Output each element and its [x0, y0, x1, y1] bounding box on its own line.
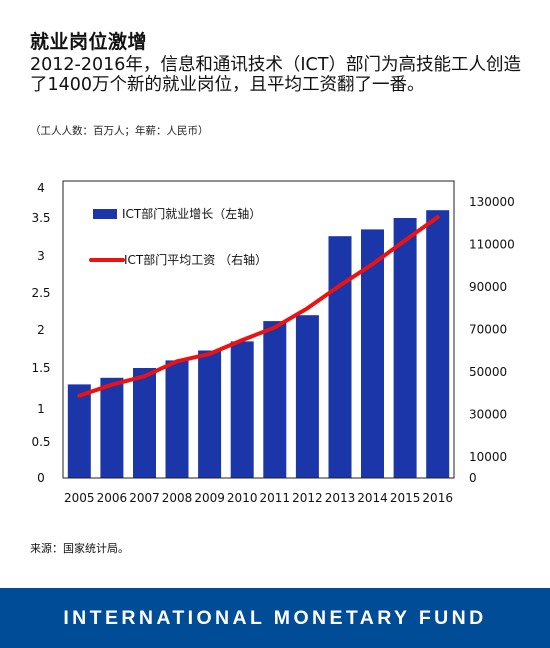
left-tick-label: 0.5 — [31, 435, 50, 449]
line-series — [77, 215, 440, 398]
x-tick-label: 2011 — [260, 491, 291, 505]
x-tick-label: 2005 — [64, 491, 95, 505]
source-note: 来源：国家统计局。 — [30, 542, 129, 555]
x-tick-label: 2009 — [194, 491, 225, 505]
legend-bar-swatch — [93, 209, 117, 219]
plot-frame — [62, 180, 455, 479]
legend: ICT部门就业增长（左轴） ICT部门平均工资 （右轴） — [89, 206, 267, 267]
left-tick-label: 1.5 — [31, 361, 50, 375]
bar-2006 — [100, 377, 124, 478]
right-tick-label: 90000 — [469, 280, 507, 294]
bar-2005 — [67, 384, 91, 478]
left-axis: 0 0.5 1 1.5 2 2.5 3 3.5 4 — [31, 181, 50, 485]
x-tick-label: 2016 — [422, 491, 453, 505]
right-tick-label: 10000 — [469, 450, 507, 464]
x-tick-label: 2006 — [97, 491, 128, 505]
chart-title: 就业岗位激增 — [30, 31, 148, 53]
unit-note: （工人人数：百万人；年薪：人民币） — [30, 125, 209, 137]
legend-bar-label: ICT部门就业增长（左轴） — [122, 206, 261, 221]
left-tick-label: 3.5 — [31, 211, 50, 225]
left-tick-label: 2.5 — [31, 286, 50, 300]
bar-2016 — [426, 210, 450, 478]
chart-area: 0 0.5 1 1.5 2 2.5 3 3.5 4 0 10000 30000 50000 70000 9… — [31, 180, 515, 505]
right-tick-label: 110000 — [469, 238, 515, 252]
right-tick-label: 50000 — [469, 365, 507, 379]
left-tick-label: 3 — [37, 249, 45, 263]
right-tick-label: 30000 — [469, 407, 507, 421]
x-tick-label: 2012 — [292, 491, 323, 505]
bar-series — [67, 210, 450, 478]
x-tick-label: 2013 — [325, 491, 356, 505]
x-tick-label: 2008 — [162, 491, 193, 505]
bar-2011 — [263, 321, 287, 478]
right-tick-label: 70000 — [469, 323, 507, 337]
x-tick-label: 2010 — [227, 491, 258, 505]
wage-line — [77, 215, 440, 398]
legend-line-label: ICT部门平均工资 （右轴） — [124, 252, 267, 267]
bar-2014 — [361, 229, 384, 478]
x-tick-label: 2015 — [390, 491, 421, 505]
footer-brand: INTERNATIONAL MONETARY FUND — [63, 607, 487, 629]
bar-2012 — [295, 315, 319, 478]
left-tick-label: 4 — [37, 181, 45, 195]
chart-subtitle: 2012-2016年，信息和通讯技术（ICT）部门为高技能工人创造了1400万个… — [30, 55, 521, 95]
left-tick-label: 2 — [37, 323, 45, 337]
right-tick-label: 0 — [469, 471, 477, 485]
bar-2008 — [165, 360, 189, 478]
right-axis: 0 10000 30000 50000 70000 90000 110000 130000 — [469, 195, 515, 485]
left-tick-label: 0 — [37, 471, 45, 485]
x-tick-label: 2014 — [357, 491, 388, 505]
bar-2007 — [133, 368, 156, 478]
left-tick-label: 1 — [37, 402, 45, 416]
x-tick-label: 2007 — [129, 491, 160, 505]
bar-2009 — [198, 350, 222, 478]
bar-2010 — [230, 341, 254, 478]
bar-2013 — [328, 236, 352, 478]
right-tick-label: 130000 — [469, 195, 515, 209]
bar-2015 — [393, 218, 417, 478]
footer-bar: INTERNATIONAL MONETARY FUND — [0, 588, 550, 648]
x-axis: 2005 2006 2007 2008 2009 2010 2011 2012 2013 2014… — [64, 491, 453, 505]
